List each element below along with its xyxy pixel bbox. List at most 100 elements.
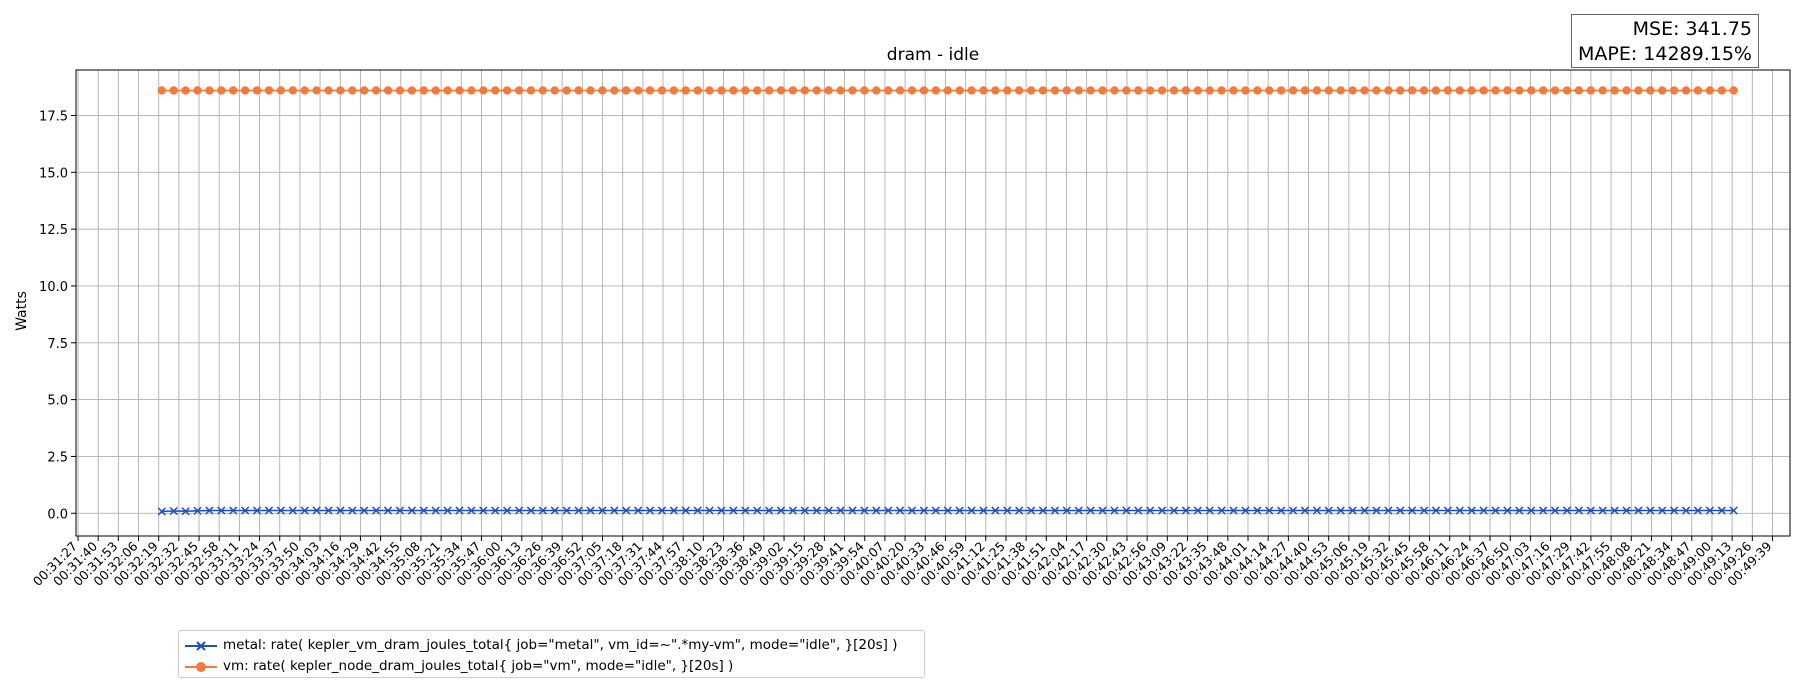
data-point <box>872 86 881 95</box>
data-point <box>1550 86 1560 95</box>
data-point <box>1527 86 1536 95</box>
data-point <box>1217 86 1226 95</box>
data-point <box>1241 86 1250 95</box>
data-point <box>1419 86 1429 95</box>
data-point <box>586 86 595 95</box>
data-point <box>860 506 869 515</box>
legend-marker-x-icon <box>185 641 217 651</box>
chart-title: dram - idle <box>887 45 979 65</box>
data-point <box>1443 86 1453 95</box>
metrics-box: MSE: 341.75 MAPE: 14289.15% <box>1571 14 1759 68</box>
data-point <box>1705 506 1715 515</box>
y-tick-label: 2.5 <box>47 450 68 465</box>
data-point <box>645 506 655 515</box>
data-point <box>991 506 1000 515</box>
data-point <box>312 86 321 95</box>
data-point <box>1669 86 1679 95</box>
data-point <box>1265 506 1274 515</box>
data-point <box>252 506 262 515</box>
data-point <box>1241 506 1250 515</box>
data-point <box>1491 86 1500 95</box>
data-point <box>312 506 321 515</box>
data-point <box>979 506 988 515</box>
data-point <box>217 506 226 515</box>
data-point <box>657 86 667 95</box>
data-point <box>443 506 452 515</box>
data-point <box>753 506 762 515</box>
data-point <box>1729 86 1738 95</box>
data-point <box>229 506 238 515</box>
data-point <box>705 86 714 95</box>
data-point <box>1324 86 1334 95</box>
data-point <box>443 86 452 95</box>
data-point <box>717 506 726 515</box>
data-point <box>931 86 941 95</box>
data-point <box>1003 506 1012 515</box>
data-point <box>288 506 297 515</box>
data-point <box>1229 506 1238 515</box>
data-point <box>431 506 440 515</box>
data-point <box>395 506 405 515</box>
data-point <box>181 507 190 516</box>
y-tick-label: 0.0 <box>47 507 68 522</box>
data-point <box>645 86 655 95</box>
data-point <box>526 506 536 515</box>
data-point <box>538 86 548 95</box>
data-point <box>419 506 428 515</box>
data-point <box>1026 86 1036 95</box>
data-point <box>383 506 393 515</box>
data-point <box>955 86 964 95</box>
data-point <box>598 506 607 515</box>
data-point <box>776 86 786 95</box>
data-point <box>1038 86 1048 95</box>
data-point <box>1634 506 1643 515</box>
data-point <box>1527 506 1536 515</box>
data-point <box>800 86 810 95</box>
data-point <box>1646 86 1655 95</box>
data-point <box>491 86 500 95</box>
data-point <box>1693 86 1703 95</box>
data-point <box>1157 86 1167 95</box>
data-point <box>788 86 798 95</box>
data-point <box>860 86 869 95</box>
data-point <box>1622 506 1631 515</box>
data-point <box>1122 86 1131 95</box>
data-point <box>1217 506 1226 515</box>
data-point <box>526 86 536 95</box>
data-point <box>1634 86 1643 95</box>
y-tick-label: 12.5 <box>39 223 68 238</box>
data-point <box>1157 506 1167 515</box>
data-point <box>895 86 905 95</box>
data-point <box>1384 86 1393 95</box>
data-point <box>348 86 357 95</box>
data-point <box>395 86 405 95</box>
data-point <box>264 86 274 95</box>
data-point <box>1300 86 1310 95</box>
data-point <box>622 86 631 95</box>
data-point <box>693 86 702 95</box>
data-point <box>1205 506 1214 515</box>
data-point <box>1253 86 1262 95</box>
data-point <box>538 506 547 515</box>
data-point <box>1038 506 1048 515</box>
data-point <box>252 86 262 95</box>
data-point <box>1574 506 1584 515</box>
legend-marker-circle-icon <box>185 662 217 672</box>
data-point <box>1717 86 1726 95</box>
data-point <box>181 86 190 95</box>
data-point <box>1205 86 1214 95</box>
data-point <box>1134 86 1143 95</box>
data-point <box>610 506 619 515</box>
data-point <box>1253 506 1262 515</box>
data-point <box>1598 86 1607 95</box>
data-point <box>360 86 369 95</box>
data-point <box>1265 86 1274 95</box>
data-point <box>1574 86 1584 95</box>
data-point <box>241 506 250 515</box>
data-point <box>848 86 857 95</box>
data-point <box>753 86 762 95</box>
data-point <box>1515 506 1524 515</box>
data-point <box>1598 506 1607 515</box>
data-point <box>1062 506 1071 515</box>
data-point <box>907 86 917 95</box>
